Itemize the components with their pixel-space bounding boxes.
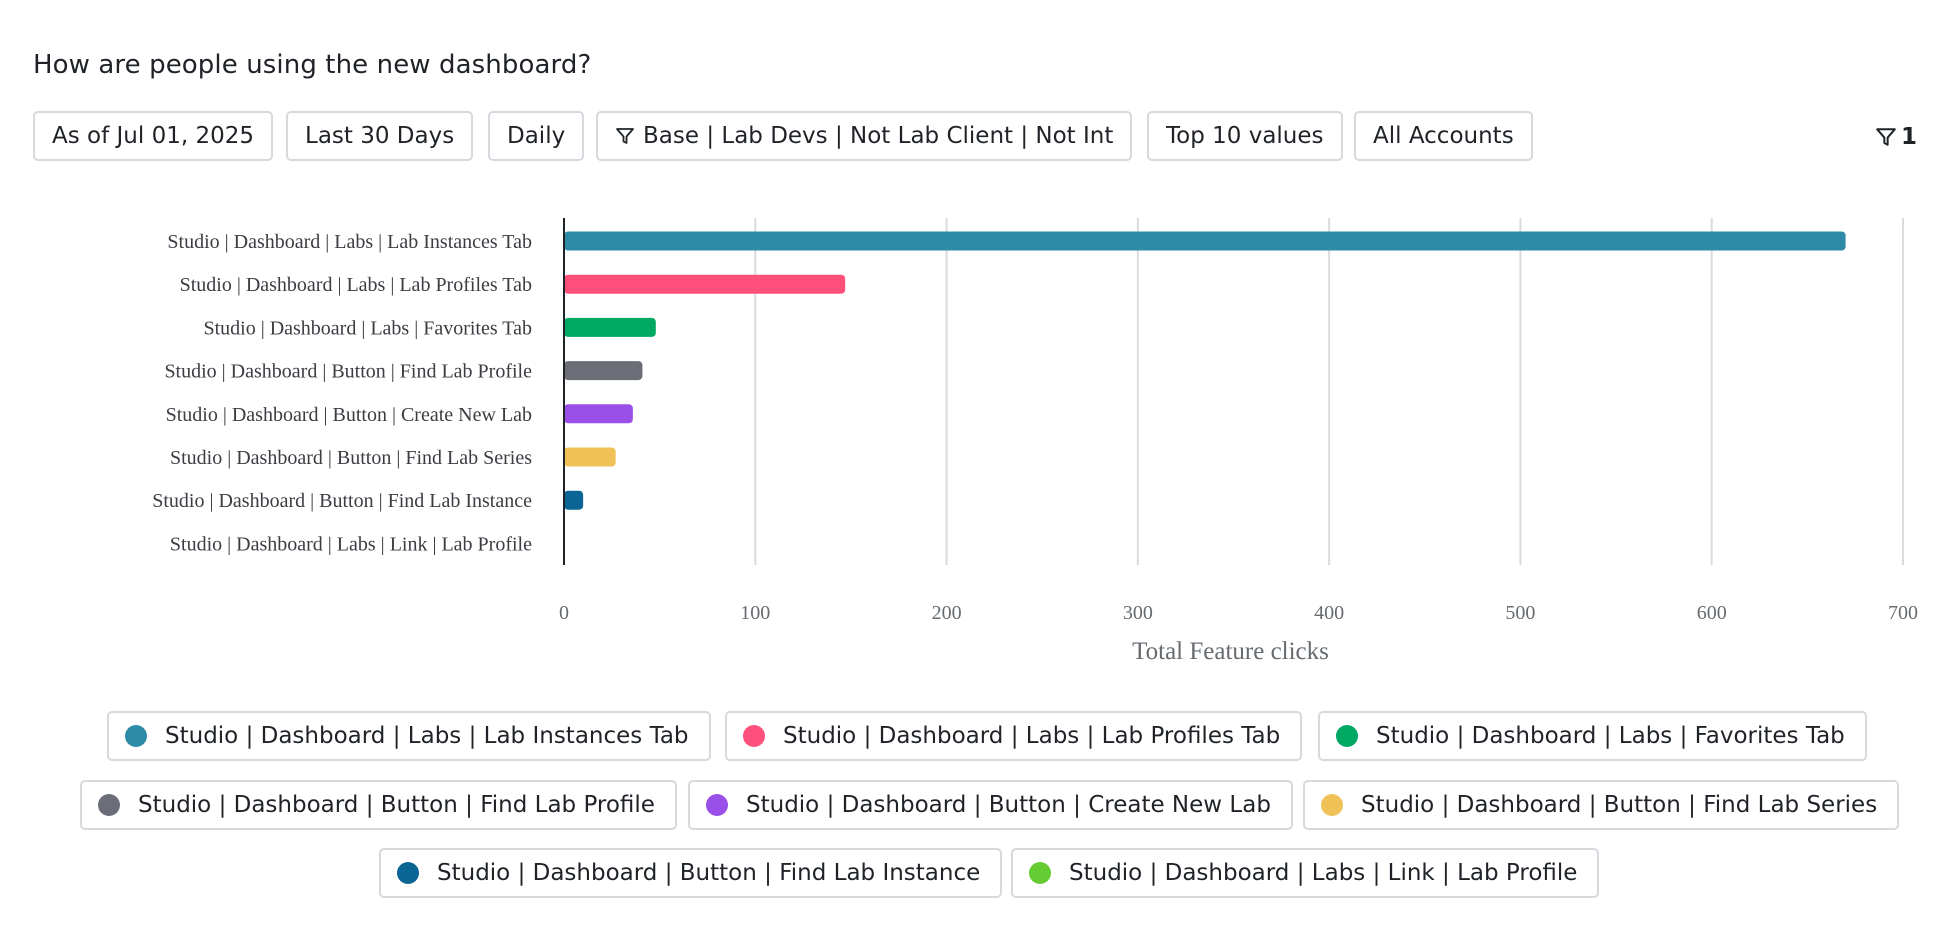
- filter-icon: [616, 128, 634, 144]
- y-tick-label: Studio | Dashboard | Labs | Favorites Ta…: [203, 317, 532, 339]
- bar: [564, 447, 616, 467]
- top-values-button[interactable]: Top 10 values: [1147, 111, 1343, 161]
- legend-label: Studio | Dashboard | Button | Find Lab P…: [138, 792, 655, 818]
- legend-swatch: [397, 862, 419, 884]
- x-tick-label: 700: [1888, 602, 1918, 624]
- legend-swatch: [1336, 725, 1358, 747]
- legend-item[interactable]: Studio | Dashboard | Labs | Lab Profiles…: [725, 711, 1303, 761]
- bar: [564, 317, 656, 337]
- x-tick-label: 600: [1697, 602, 1727, 624]
- legend-swatch: [125, 725, 147, 747]
- legend-swatch: [1321, 794, 1343, 816]
- y-tick-label: Studio | Dashboard | Labs | Lab Profiles…: [180, 274, 532, 296]
- legend-swatch: [1029, 862, 1051, 884]
- bar-chart: Studio | Dashboard | Labs | Lab Instance…: [152, 218, 1918, 665]
- bar: [564, 404, 633, 424]
- as-of-date-button[interactable]: As of Jul 01, 2025: [33, 111, 273, 161]
- filter-bar: As of Jul 01, 2025 Last 30 Days Daily Ba…: [33, 111, 1933, 163]
- x-axis-title: Total Feature clicks: [1132, 638, 1329, 665]
- legend-row: Studio | Dashboard | Button | Find Lab I…: [0, 848, 1957, 900]
- x-tick-label: 300: [1123, 602, 1153, 624]
- bar: [564, 231, 1846, 251]
- y-tick-label: Studio | Dashboard | Button | Find Lab I…: [152, 490, 532, 512]
- legend-label: Studio | Dashboard | Labs | Lab Profiles…: [783, 723, 1281, 749]
- legend-swatch: [743, 725, 765, 747]
- y-tick-label: Studio | Dashboard | Button | Create New…: [166, 404, 532, 426]
- bar: [564, 361, 643, 381]
- accounts-button[interactable]: All Accounts: [1354, 111, 1533, 161]
- y-axis-labels: Studio | Dashboard | Labs | Lab Instance…: [152, 231, 532, 555]
- legend-swatch: [98, 794, 120, 816]
- x-tick-label: 0: [559, 602, 569, 624]
- legend-item[interactable]: Studio | Dashboard | Labs | Favorites Ta…: [1318, 711, 1867, 761]
- legend-item[interactable]: Studio | Dashboard | Labs | Lab Instance…: [107, 711, 711, 761]
- legend-row: Studio | Dashboard | Labs | Lab Instance…: [0, 711, 1957, 763]
- active-filters-button[interactable]: 1: [1875, 124, 1917, 150]
- y-tick-label: Studio | Dashboard | Button | Find Lab S…: [170, 447, 532, 469]
- y-tick-label: Studio | Dashboard | Labs | Link | Lab P…: [170, 533, 532, 555]
- legend-row: Studio | Dashboard | Button | Find Lab P…: [0, 780, 1957, 832]
- legend-swatch: [706, 794, 728, 816]
- x-tick-label: 100: [740, 602, 770, 624]
- legend-item[interactable]: Studio | Dashboard | Button | Find Lab S…: [1303, 780, 1900, 830]
- legend-label: Studio | Dashboard | Labs | Lab Instance…: [165, 723, 689, 749]
- bar: [564, 490, 584, 510]
- x-tick-label: 400: [1314, 602, 1344, 624]
- legend-label: Studio | Dashboard | Button | Create New…: [746, 792, 1271, 818]
- x-tick-label: 500: [1505, 602, 1535, 624]
- y-tick-label: Studio | Dashboard | Button | Find Lab P…: [164, 361, 532, 383]
- bars: [564, 231, 1846, 510]
- legend-item[interactable]: Studio | Dashboard | Button | Find Lab I…: [379, 848, 1003, 898]
- legend-item[interactable]: Studio | Dashboard | Labs | Link | Lab P…: [1011, 848, 1600, 898]
- bar: [564, 274, 846, 294]
- segment-filter-button[interactable]: Base | Lab Devs | Not Lab Client | Not I…: [596, 111, 1133, 161]
- legend-label: Studio | Dashboard | Button | Find Lab I…: [437, 860, 981, 886]
- x-tick-label: 200: [932, 602, 962, 624]
- chart-title: How are people using the new dashboard?: [33, 50, 592, 80]
- active-filter-count: 1: [1901, 124, 1918, 150]
- interval-button[interactable]: Daily: [488, 111, 585, 161]
- legend-item[interactable]: Studio | Dashboard | Button | Create New…: [688, 780, 1293, 830]
- x-axis-ticks: 0 100 200 300 400 500 600 700: [559, 602, 1918, 624]
- filter-icon: [1876, 128, 1896, 146]
- grid-lines: [754, 218, 1904, 565]
- segment-filter-label: Base | Lab Devs | Not Lab Client | Not I…: [643, 123, 1114, 149]
- legend-label: Studio | Dashboard | Labs | Link | Lab P…: [1069, 860, 1578, 886]
- legend-item[interactable]: Studio | Dashboard | Button | Find Lab P…: [80, 780, 677, 830]
- legend-label: Studio | Dashboard | Button | Find Lab S…: [1361, 792, 1878, 818]
- date-range-button[interactable]: Last 30 Days: [286, 111, 474, 161]
- y-tick-label: Studio | Dashboard | Labs | Lab Instance…: [167, 231, 532, 253]
- legend-label: Studio | Dashboard | Labs | Favorites Ta…: [1376, 723, 1845, 749]
